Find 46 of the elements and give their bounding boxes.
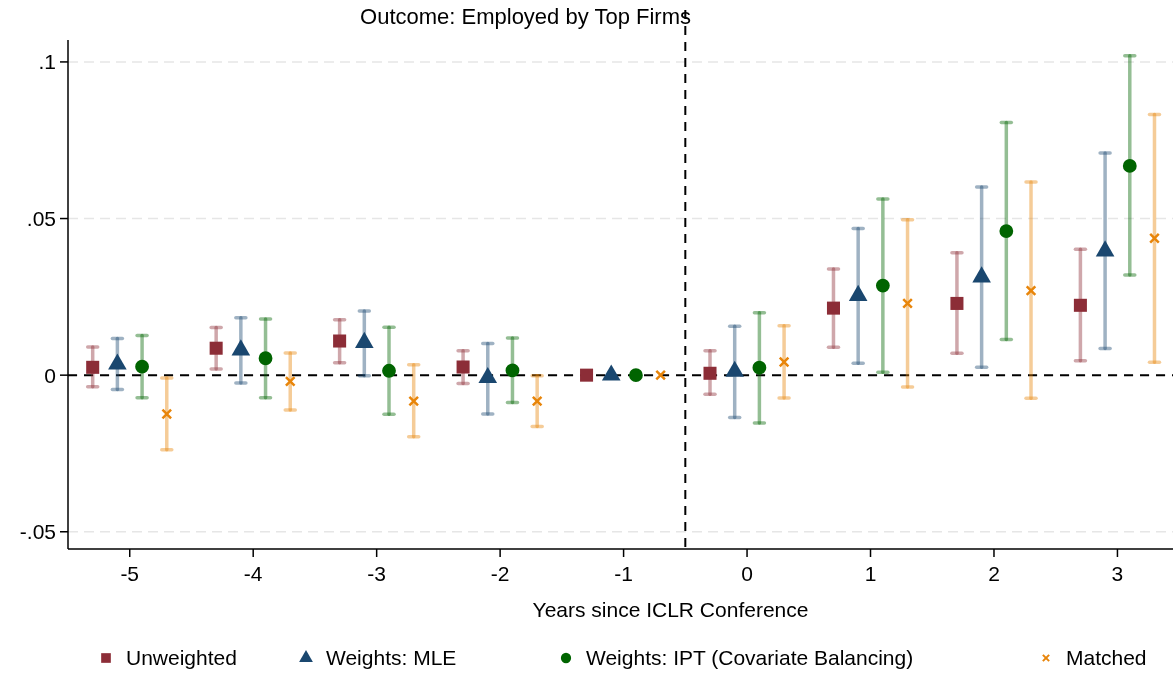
x-axis-title: Years since ICLR Conference (532, 598, 809, 621)
x-tick-label: 0 (741, 562, 753, 585)
point (1073, 298, 1087, 312)
point (161, 408, 173, 420)
x-tick-label: 1 (864, 562, 877, 585)
x-tick-label: 2 (988, 562, 1000, 585)
x-tick-label: 3 (1111, 562, 1124, 585)
x-tick-label: -1 (614, 562, 633, 585)
point (752, 360, 767, 375)
x-tick-label: -5 (120, 562, 140, 585)
point (703, 366, 717, 380)
point (86, 360, 100, 374)
point (875, 278, 890, 293)
point (778, 356, 790, 368)
point (826, 301, 840, 315)
y-tick-label: -.05 (19, 520, 56, 544)
point (950, 296, 964, 310)
x-tick-label: -3 (367, 562, 386, 585)
point (1122, 159, 1137, 173)
point (408, 395, 420, 407)
legend-label: Matched (1066, 646, 1147, 669)
point (456, 360, 470, 374)
point (258, 351, 273, 366)
point (655, 369, 667, 381)
point (1148, 232, 1161, 244)
x-tick-label: -2 (490, 562, 510, 585)
point (580, 368, 594, 382)
point (505, 363, 520, 378)
point (629, 368, 643, 383)
point (999, 224, 1014, 238)
point (902, 297, 914, 309)
chart-title: Outcome: Employed by Top Firms (360, 4, 691, 29)
point (1025, 285, 1037, 297)
y-tick-label: .1 (38, 50, 56, 74)
point (135, 359, 149, 374)
point (333, 334, 347, 348)
legend-label: Weights: MLE (326, 646, 457, 669)
y-tick-label: .05 (26, 206, 56, 230)
point (531, 395, 543, 407)
legend-label: Weights: IPT (Covariate Balancing) (586, 646, 914, 669)
legend-label: Unweighted (126, 646, 237, 669)
point (382, 363, 396, 378)
point (284, 375, 296, 387)
point (209, 341, 223, 355)
x-tick-label: -4 (243, 562, 263, 585)
y-tick-label: 0 (44, 363, 56, 387)
